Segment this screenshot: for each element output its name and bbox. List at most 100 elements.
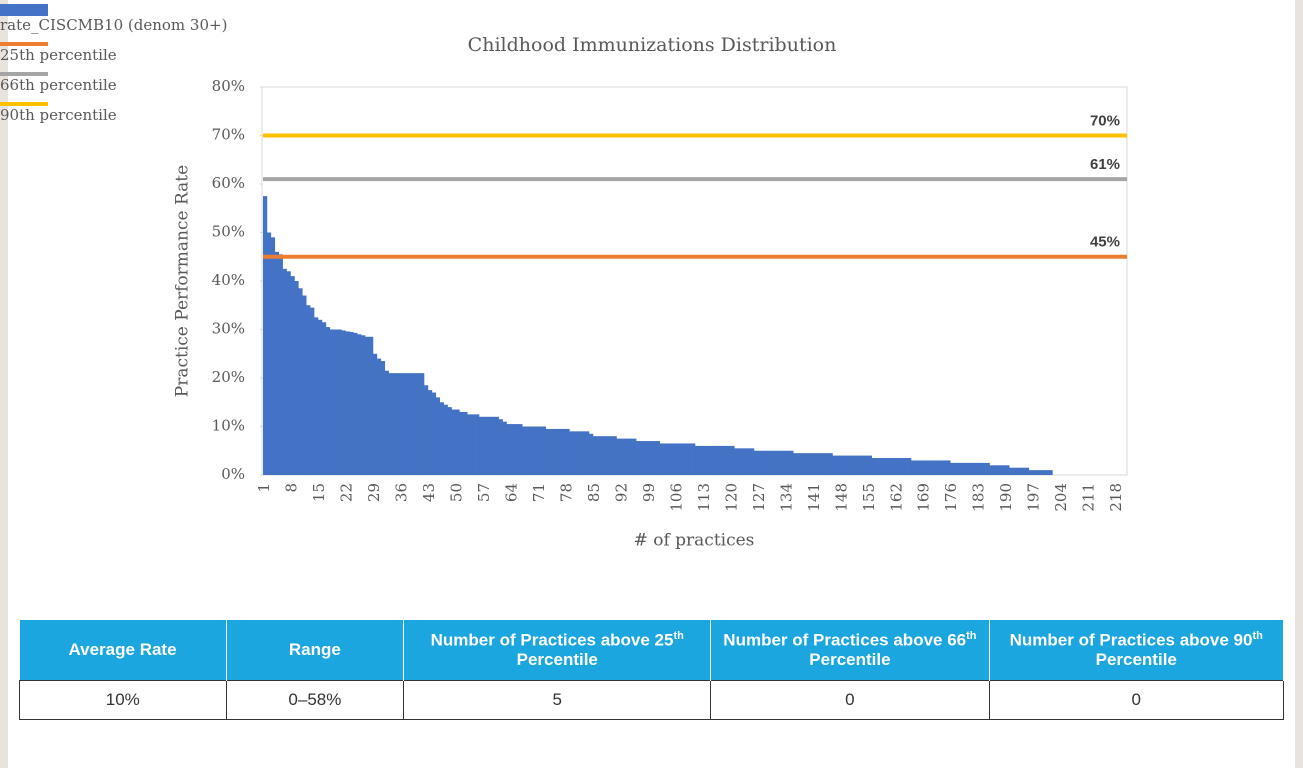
bar <box>958 462 963 475</box>
bar <box>875 458 880 475</box>
header-text: Percentile <box>516 649 598 669</box>
bar <box>852 455 857 475</box>
x-tick-label: 134 <box>777 483 795 512</box>
x-tick-label: 176 <box>942 483 960 512</box>
y-tick-label: 80% <box>212 77 245 95</box>
bar <box>592 436 598 475</box>
y-tick-label: 30% <box>212 320 245 338</box>
summary-table: Average Rate Range Number of Practices abo… <box>19 620 1284 720</box>
x-tick-label: 1 <box>255 483 273 493</box>
bar <box>533 426 539 475</box>
bar <box>325 327 331 475</box>
bar <box>887 458 892 475</box>
header-text: Number of Practices above 90 <box>1009 631 1253 651</box>
bar <box>286 271 291 475</box>
bar <box>502 421 507 475</box>
bar <box>907 458 912 475</box>
bar <box>969 462 975 475</box>
bar <box>486 416 492 475</box>
bar <box>773 450 778 475</box>
x-tick-label: 15 <box>310 483 328 502</box>
bar <box>490 416 496 475</box>
bar <box>400 373 405 475</box>
bar <box>628 438 633 475</box>
table-row: 10% 0–58% 5 0 0 <box>19 680 1284 720</box>
x-tick-label: 113 <box>695 483 713 512</box>
bar <box>549 428 554 475</box>
bar <box>918 460 924 475</box>
header-text: Percentile <box>809 649 891 669</box>
x-tick-label: 92 <box>612 483 630 502</box>
bar <box>1032 470 1037 475</box>
bar <box>341 330 346 475</box>
bar <box>883 458 888 475</box>
bar <box>695 445 700 475</box>
bar <box>337 329 342 475</box>
bar <box>620 438 625 475</box>
bar <box>1017 467 1022 475</box>
bar <box>290 276 295 475</box>
header-text: Number of Practices above 66 <box>723 631 967 651</box>
bar <box>895 458 900 475</box>
table-cell: 0–58% <box>225 680 405 720</box>
bar <box>577 431 582 475</box>
bar <box>726 445 731 475</box>
bar <box>475 414 480 475</box>
bar <box>1009 467 1014 475</box>
bar <box>710 445 715 475</box>
bar <box>962 462 967 475</box>
bar <box>482 416 488 475</box>
bar <box>702 445 708 475</box>
y-tick-label: 0% <box>221 465 245 483</box>
bar <box>306 305 311 475</box>
bar <box>282 268 287 475</box>
bar <box>781 450 786 475</box>
bar <box>659 443 664 475</box>
y-tick-label: 40% <box>212 271 245 289</box>
bar <box>608 436 613 475</box>
x-tick-label: 169 <box>915 483 933 512</box>
x-tick-label: 71 <box>530 483 548 502</box>
legend-swatch <box>0 42 48 46</box>
bar <box>266 232 272 475</box>
bar <box>636 441 641 475</box>
header-text: Range <box>288 639 341 659</box>
x-tick-label: 22 <box>337 483 355 502</box>
legend-item: 90th percentile <box>0 102 1303 124</box>
bar <box>565 428 570 475</box>
bar <box>977 462 982 475</box>
bar <box>514 424 519 475</box>
bar <box>471 414 476 475</box>
bar <box>903 458 908 475</box>
bar <box>439 402 444 475</box>
bar <box>1044 470 1049 475</box>
bar <box>372 353 378 475</box>
bar <box>911 460 916 475</box>
bar <box>769 450 774 475</box>
header-text: th <box>673 630 684 643</box>
x-tick-label: 36 <box>392 483 410 502</box>
bar <box>926 460 931 475</box>
bar <box>294 281 299 475</box>
header-text: Number of Practices above 25 <box>430 631 674 651</box>
y-axis-label: Practice Performance Rate <box>173 165 193 397</box>
bar <box>734 448 739 475</box>
x-tick-label: 155 <box>860 483 878 512</box>
bar <box>329 329 334 475</box>
x-tick-label: 141 <box>805 483 823 512</box>
bar <box>891 458 896 475</box>
bar <box>914 460 920 475</box>
bar <box>302 295 307 475</box>
bar <box>863 455 869 475</box>
bar <box>993 465 998 475</box>
bar <box>797 453 802 475</box>
bar <box>930 460 935 475</box>
bar <box>455 409 460 475</box>
header-text: th <box>966 630 977 643</box>
legend-swatch <box>0 4 48 16</box>
bar <box>856 455 861 475</box>
bar <box>314 317 319 475</box>
bar <box>640 441 645 475</box>
bar <box>753 450 759 475</box>
